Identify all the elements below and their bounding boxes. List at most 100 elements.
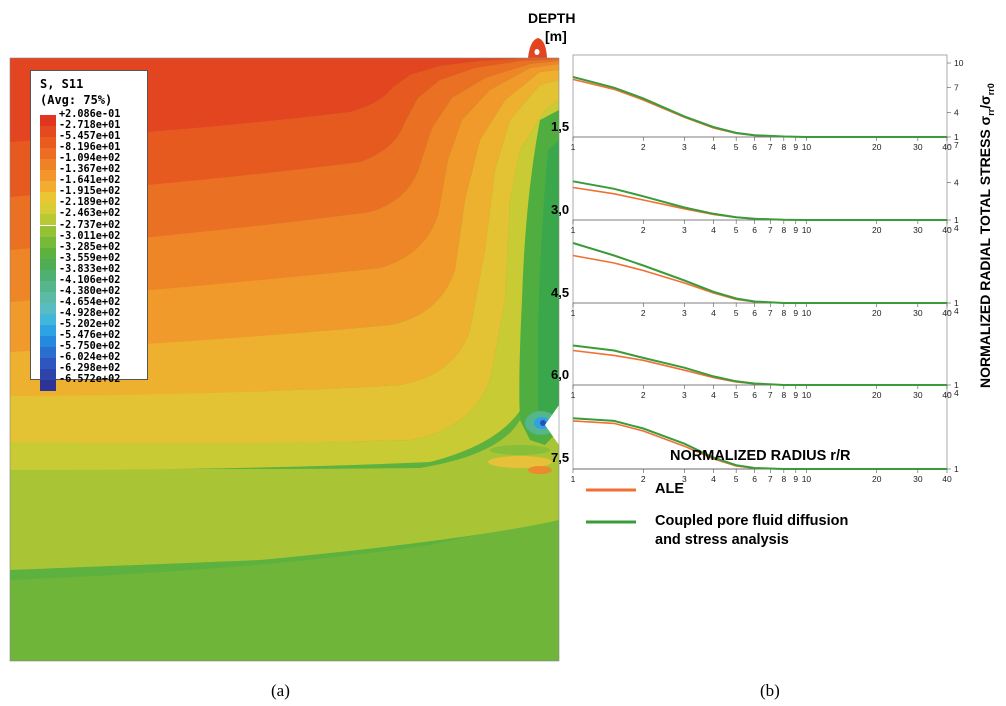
legend-swatch (40, 280, 56, 292)
caption-b: (b) (760, 681, 780, 700)
x-tick-label: 3 (682, 225, 687, 235)
x-tick-label: 2 (641, 390, 646, 400)
x-tick-label: 30 (913, 390, 923, 400)
legend-value: +2.086e-01 (59, 109, 121, 120)
x-tick-label: 5 (734, 308, 739, 318)
legend-swatch (40, 336, 56, 347)
legend-value: -4.106e+02 (59, 274, 121, 286)
y-axis-label: NORMALIZED RADIAL TOTAL STRESS σrr/σrr0 (977, 83, 996, 388)
y-tick-label: 7 (954, 140, 959, 150)
y-tick-label: 4 (954, 107, 959, 117)
contour-band (10, 70, 559, 396)
x-axis-label: NORMALIZED RADIUS r/R (670, 448, 851, 464)
x-tick-label: 3 (682, 142, 687, 152)
legend-swatch (40, 170, 56, 182)
legend-value: -5.457e+01 (59, 131, 121, 143)
x-tick-label: 7 (768, 142, 773, 152)
x-tick-label: 30 (913, 225, 923, 235)
x-tick-label: 1 (571, 142, 576, 152)
y-axis-sub-rr0: rr0 (985, 83, 996, 96)
ale-legend-label: ALE (655, 481, 684, 497)
coupled-series-line (572, 180, 947, 221)
legend-value: -1.915e+02 (59, 186, 121, 198)
coupled-legend-label-1: Coupled pore fluid diffusion (655, 513, 849, 529)
legend-swatch (40, 236, 56, 248)
legend-value: -1.367e+02 (59, 164, 121, 176)
x-tick-label: 9 (793, 308, 798, 318)
legend-value: -5.202e+02 (59, 318, 121, 330)
x-tick-label: 7 (768, 308, 773, 318)
x-tick-label: 40 (942, 390, 952, 400)
x-tick-label: 5 (734, 225, 739, 235)
x-tick-label: 4 (711, 142, 716, 152)
x-tick-label: 20 (872, 308, 882, 318)
coupled-series-line (572, 76, 947, 138)
depth-header: DEPTH (528, 10, 576, 26)
x-tick-label: 8 (781, 142, 786, 152)
x-tick-label: 6 (752, 474, 757, 484)
legend-subtitle: (Avg: 75%) (40, 93, 113, 107)
x-tick-label: 20 (872, 225, 882, 235)
x-tick-label: 5 (734, 142, 739, 152)
contour-band (10, 515, 559, 661)
legend-value: -1.641e+02 (59, 175, 121, 187)
legend-value: -3.833e+02 (59, 263, 121, 275)
surface-heave (528, 38, 547, 58)
contour-band (10, 80, 559, 444)
legend-swatch (40, 137, 56, 149)
x-tick-label: 30 (913, 474, 923, 484)
x-tick-label: 2 (641, 308, 646, 318)
y-tick-label: 4 (954, 388, 959, 398)
legend-swatch (40, 126, 56, 138)
legend-swatch (40, 247, 56, 259)
legend-swatch (40, 225, 56, 237)
x-tick-label: 4 (711, 474, 716, 484)
x-tick-label: 10 (802, 474, 812, 484)
x-tick-label: 6 (752, 390, 757, 400)
x-tick-label: 40 (942, 225, 952, 235)
x-tick-label: 8 (781, 225, 786, 235)
below-tip-zone (528, 466, 552, 474)
x-tick-label: 4 (711, 225, 716, 235)
legend-swatch (40, 192, 56, 204)
x-tick-label: 10 (802, 225, 812, 235)
legend-value: -3.011e+02 (59, 230, 121, 242)
legend-title: S, S11 (40, 77, 84, 91)
y-tick-label: 10 (954, 58, 964, 68)
pile-shaft-green-zone (538, 140, 559, 430)
x-tick-label: 8 (781, 474, 786, 484)
ale-series-line (572, 78, 947, 138)
legend-swatch (40, 291, 56, 303)
contour-band (10, 64, 559, 352)
legend-value: -2.463e+02 (59, 208, 121, 220)
coupled-series-line (572, 242, 947, 304)
x-tick-label: 1 (571, 390, 576, 400)
x-tick-label: 20 (872, 142, 882, 152)
y-tick-label: 1 (954, 132, 959, 142)
y-tick-label: 1 (954, 298, 959, 308)
legend-swatch (40, 148, 56, 160)
legend-value: -5.750e+02 (59, 341, 121, 353)
depth-label-3: 4,5 (551, 285, 570, 300)
x-tick-label: 2 (641, 142, 646, 152)
legend-swatch (40, 181, 56, 193)
x-tick-label: 30 (913, 142, 923, 152)
x-tick-label: 6 (752, 225, 757, 235)
x-tick-label: 8 (781, 390, 786, 400)
legend-value: -4.928e+02 (59, 307, 121, 319)
legend-value: -6.572e+02 (59, 374, 121, 386)
depth-unit: [m] (545, 28, 567, 44)
depth-label-2: 3,0 (551, 202, 570, 217)
legend-swatch (40, 358, 56, 370)
legend-value: -4.380e+02 (59, 285, 121, 297)
x-tick-label: 30 (913, 308, 923, 318)
x-tick-label: 2 (641, 474, 646, 484)
contour-frame (9, 57, 560, 662)
x-tick-label: 40 (942, 142, 952, 152)
x-tick-label: 9 (793, 474, 798, 484)
legend-swatch (40, 324, 56, 336)
legend-swatch (40, 115, 56, 126)
legend-value: -1.094e+02 (59, 153, 121, 165)
